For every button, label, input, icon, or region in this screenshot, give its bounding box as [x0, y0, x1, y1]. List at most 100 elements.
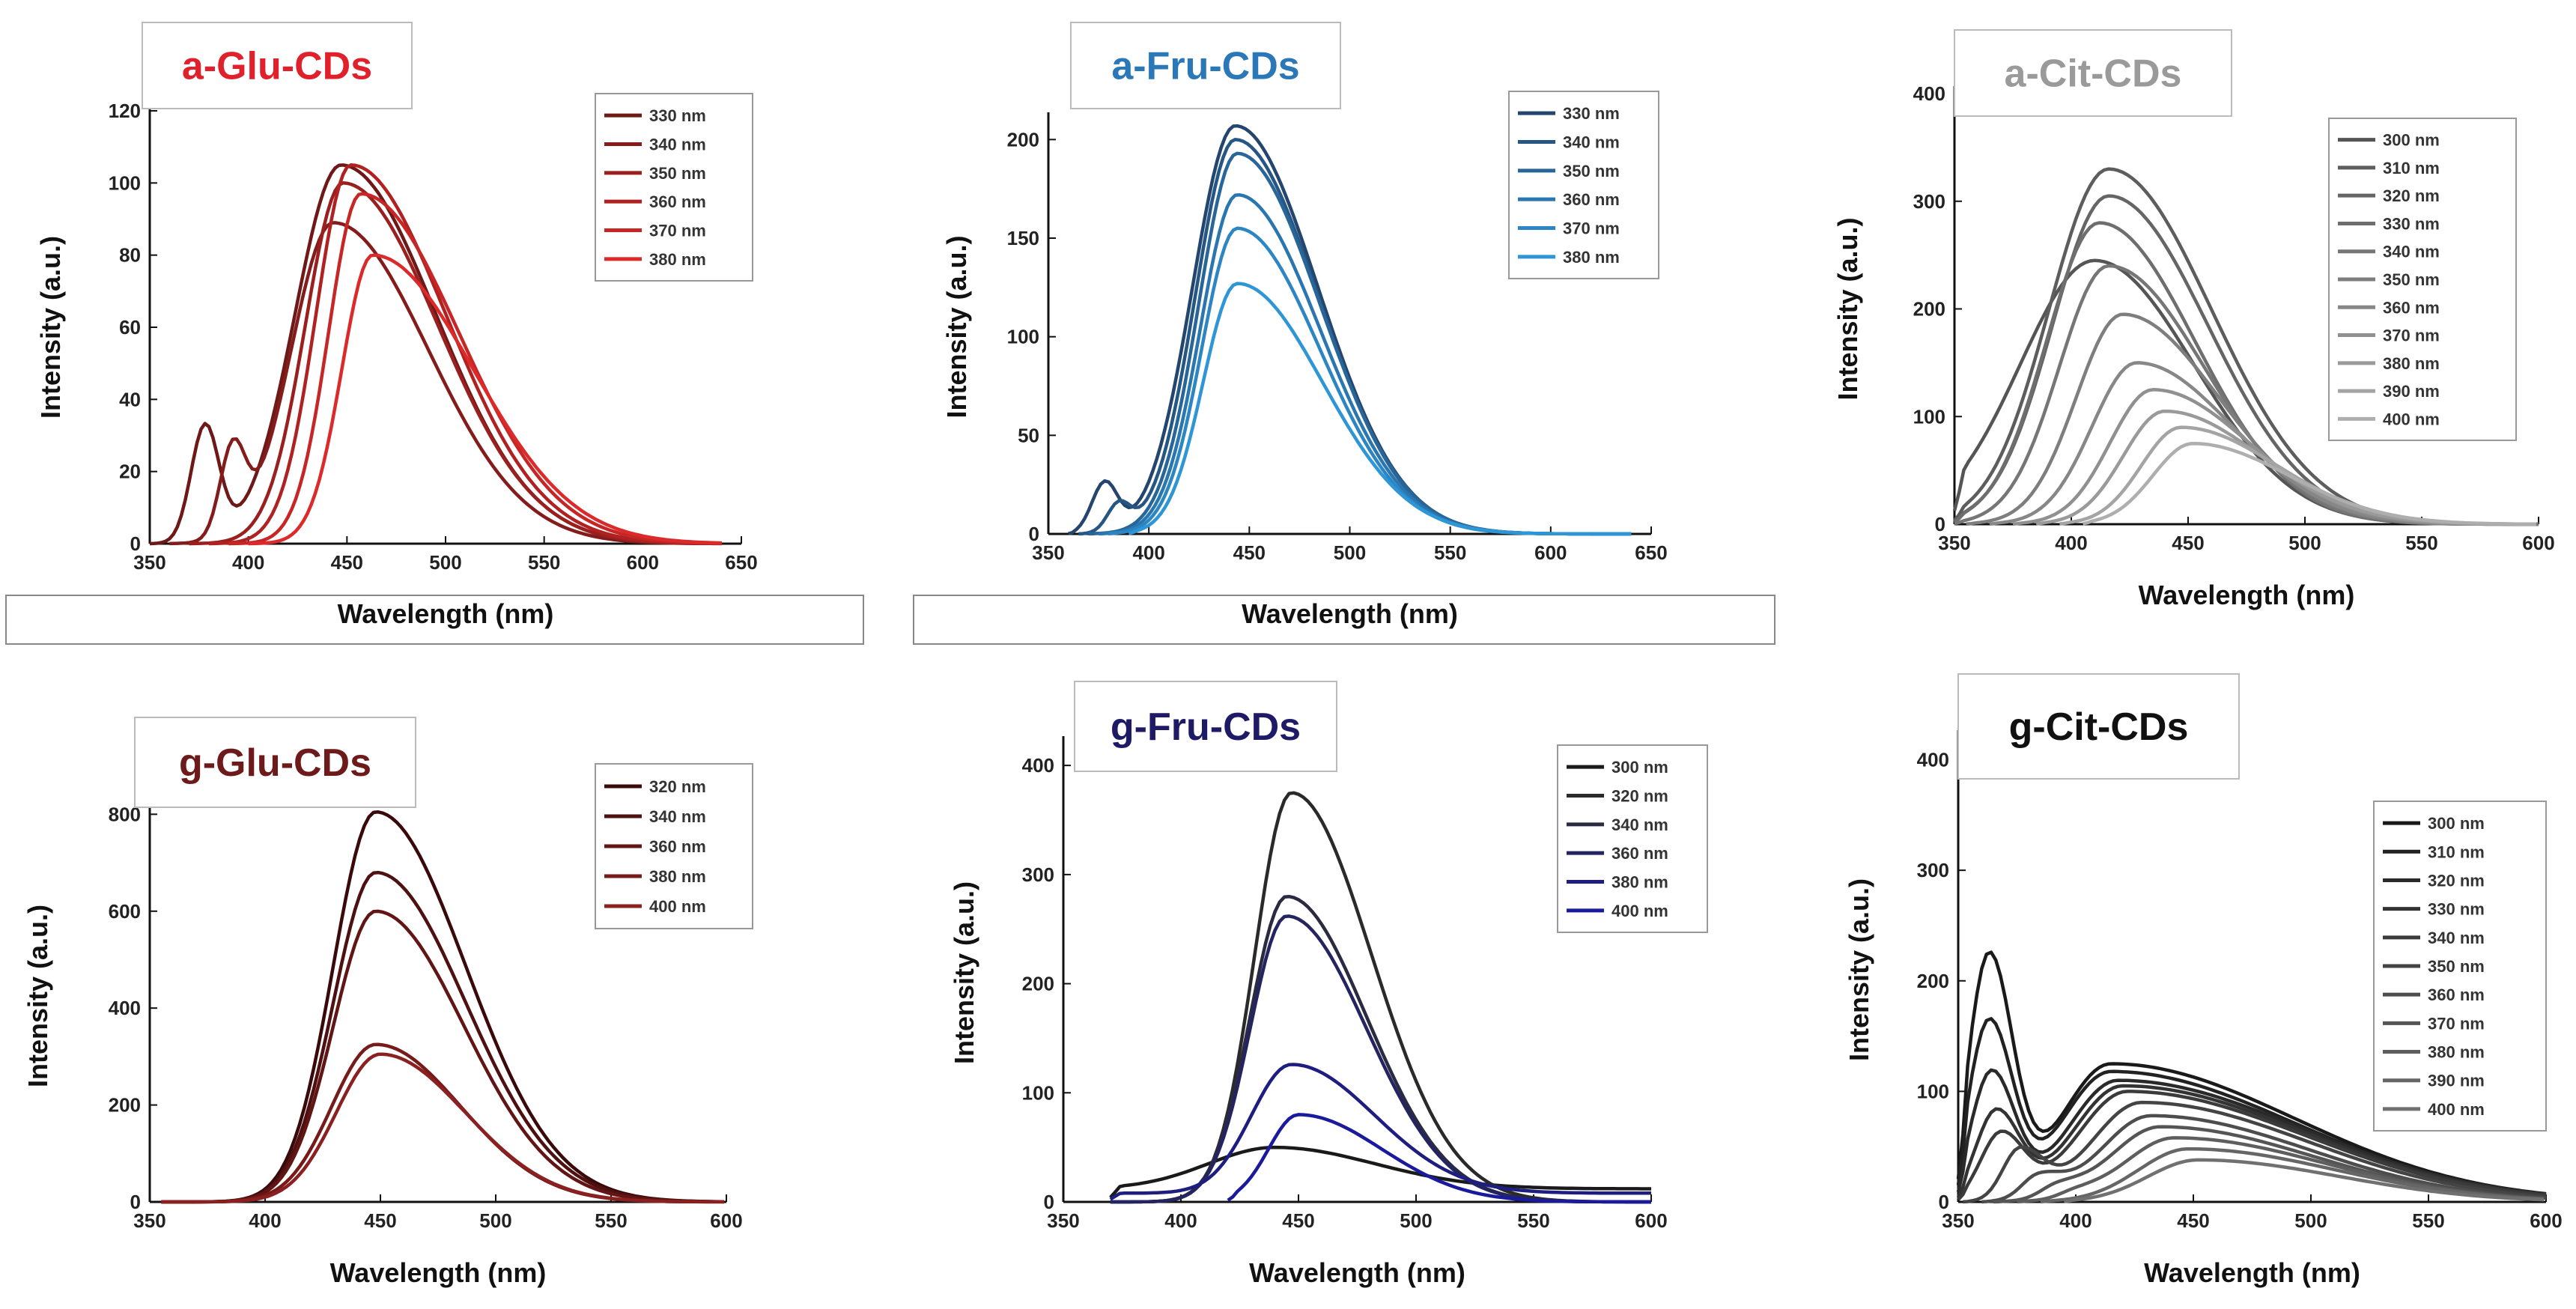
title-box: [1074, 681, 1337, 772]
legend-label: 350 nm: [649, 164, 706, 183]
x-axis-label: Wavelength (nm): [2139, 580, 2355, 610]
x-tick-label: 550: [1517, 1209, 1549, 1232]
legend-label: 360 nm: [649, 192, 706, 211]
title-box: [1070, 22, 1341, 109]
series-line-400-nm: [2083, 441, 2536, 526]
y-axis-label: Intensity (a.u.): [941, 235, 972, 418]
series-line-400-nm: [2064, 1158, 2545, 1203]
x-tick-label: 350: [1942, 1209, 1974, 1232]
series-line-400-nm: [1227, 1113, 1651, 1204]
legend-label: 320 nm: [649, 777, 706, 796]
x-tick-label: 400: [2055, 532, 2087, 554]
legend-label: 390 nm: [2428, 1072, 2485, 1090]
y-tick-label: 150: [1007, 227, 1039, 249]
x-tick-label: 400: [1132, 541, 1164, 564]
chart-a-cit: 350 400 450 500 550 600 0 100 200 300 400 Wavelengt…: [1832, 29, 2555, 610]
series-line-390-nm: [2040, 1146, 2545, 1203]
y-tick-label: 200: [1913, 298, 1945, 321]
legend-label: 340 nm: [1611, 816, 1668, 834]
x-tick-label: 600: [1534, 541, 1567, 564]
legend-label: 300 nm: [1611, 758, 1668, 777]
chart-a-fru: 350 400 450 500 550 600 650 0 50 100 150 200 Wavelen…: [913, 22, 1775, 645]
legend-label: 360 nm: [1563, 190, 1620, 209]
legend-box: [1508, 91, 1659, 279]
series-line-300-nm: [1109, 1145, 1651, 1199]
y-tick-label: 120: [109, 100, 141, 122]
series-line-360-nm: [208, 163, 722, 546]
series-line-370-nm: [228, 192, 722, 546]
legend-label: 310 nm: [2383, 159, 2440, 177]
legend-label: 340 nm: [649, 807, 706, 826]
y-tick-label: 0: [1939, 1191, 1949, 1213]
series-line-360-nm: [1981, 1114, 2547, 1204]
x-tick-label: 500: [2294, 1209, 2327, 1232]
y-tick-label: 100: [1913, 405, 1945, 428]
x-tick-label: 450: [2172, 532, 2204, 554]
y-tick-label: 300: [1022, 863, 1054, 886]
x-tick-label: 550: [1434, 541, 1466, 564]
x-tick-label: 350: [133, 551, 165, 574]
series-line-400-nm: [161, 1052, 724, 1204]
legend-label: 370 nm: [1563, 219, 1620, 238]
series-line-380-nm: [248, 253, 722, 546]
title-box: [1957, 673, 2240, 780]
legend-label: 380 nm: [649, 867, 706, 886]
legend-label: 400 nm: [649, 897, 706, 916]
legend-label: 360 nm: [2428, 985, 2485, 1004]
legend-label: 340 nm: [2383, 243, 2440, 261]
legend-label: 390 nm: [2383, 382, 2440, 401]
series-line-380-nm: [1128, 282, 1632, 536]
legend-label: 380 nm: [649, 250, 706, 269]
y-tick-label: 0: [1935, 513, 1945, 535]
x-tick-label: 500: [1334, 541, 1366, 564]
legend-label: 300 nm: [2428, 814, 2485, 833]
x-tick-label: 450: [1233, 541, 1266, 564]
y-tick-label: 80: [119, 244, 141, 267]
y-tick-label: 0: [1044, 1191, 1054, 1213]
chart-g-fru: 350 400 450 500 550 600 0 100 200 300 400 Wavelengt…: [949, 681, 1708, 1288]
legend-label: 370 nm: [2428, 1014, 2485, 1033]
legend-label: 360 nm: [649, 837, 706, 856]
y-tick-label: 600: [109, 900, 141, 923]
legend-label: 350 nm: [2383, 270, 2440, 289]
legend-label: 320 nm: [2428, 871, 2485, 890]
legend-label: 310 nm: [2428, 842, 2485, 861]
legend-label: 380 nm: [2383, 354, 2440, 373]
y-tick-label: 400: [1913, 82, 1945, 105]
y-tick-label: 300: [1917, 859, 1949, 881]
x-tick-label: 350: [1032, 541, 1064, 564]
y-axis-label: Intensity (a.u.): [22, 905, 53, 1087]
y-tick-label: 200: [1007, 128, 1039, 151]
y-tick-label: 200: [109, 1094, 141, 1117]
xlabel-frame: [5, 595, 864, 645]
series-line-350-nm: [1963, 1100, 2547, 1204]
legend-label: 380 nm: [1563, 248, 1620, 267]
y-tick-label: 400: [1917, 749, 1949, 771]
chart-title: g-Glu-CDs: [179, 741, 371, 785]
y-tick-label: 100: [1917, 1080, 1949, 1102]
legend-label: 320 nm: [1611, 787, 1668, 806]
x-tick-label: 650: [1635, 541, 1667, 564]
legend-label: 330 nm: [2428, 900, 2485, 919]
x-tick-label: 550: [595, 1209, 627, 1232]
series-line-380-nm: [1109, 1063, 1651, 1201]
legend-label: 400 nm: [2428, 1100, 2485, 1119]
x-tick-label: 550: [528, 551, 560, 574]
x-tick-label: 500: [479, 1209, 511, 1232]
x-tick-label: 600: [710, 1209, 742, 1232]
legend-label: 370 nm: [649, 222, 706, 240]
x-tick-label: 550: [2405, 532, 2437, 554]
x-tick-label: 450: [1282, 1209, 1314, 1232]
y-tick-label: 100: [1022, 1081, 1054, 1104]
chart-a-glu: 350 400 450 500 550 600 650 0 20 40 60 80 100 120 Wave…: [5, 22, 864, 645]
chart-title: a-Glu-CDs: [182, 45, 372, 88]
legend-label: 330 nm: [2383, 214, 2440, 233]
y-tick-label: 40: [119, 388, 141, 410]
chart-title: a-Cit-CDs: [2005, 52, 2182, 96]
chart-title: a-Fru-CDs: [1111, 45, 1299, 88]
x-tick-label: 350: [1047, 1209, 1079, 1232]
title-box: [134, 717, 416, 808]
x-tick-label: 450: [364, 1209, 396, 1232]
y-tick-label: 0: [1029, 523, 1039, 545]
